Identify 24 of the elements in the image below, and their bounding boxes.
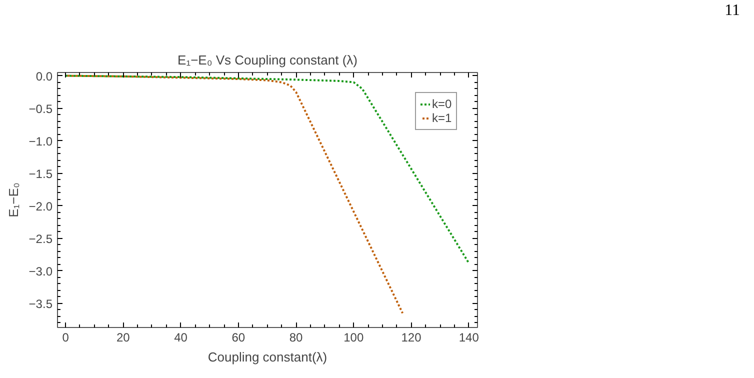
x-tick-label: 140 bbox=[458, 330, 480, 344]
y-tick-label: 0.0 bbox=[36, 69, 53, 84]
y-tick-label: −1.0 bbox=[28, 134, 53, 148]
legend-label: k=1 bbox=[432, 111, 452, 125]
x-tick-label: 60 bbox=[232, 330, 246, 344]
line-series bbox=[64, 74, 470, 264]
legend-label: k=0 bbox=[432, 97, 452, 111]
text: 11 bbox=[724, 1, 740, 21]
x-axis-title: Coupling constant(λ) bbox=[208, 350, 328, 364]
x-tick-label: 100 bbox=[344, 330, 364, 344]
y-tick-label: −2.5 bbox=[28, 232, 53, 246]
y-axis-title: E₁−E₀ bbox=[6, 182, 21, 218]
y-tick-label: −2.0 bbox=[28, 199, 53, 214]
chart-title: E₁−E₀ Vs Coupling constant (λ) bbox=[178, 52, 358, 68]
line-series bbox=[64, 74, 404, 314]
y-tick-label: −0.5 bbox=[28, 102, 53, 116]
x-tick-label: 120 bbox=[401, 330, 422, 344]
x-tick-label: 80 bbox=[289, 330, 304, 344]
y-tick-label: −1.5 bbox=[28, 166, 53, 181]
x-tick-label: 20 bbox=[116, 330, 130, 344]
y-tick-label: −3.0 bbox=[28, 264, 53, 278]
x-tick-label: 0 bbox=[62, 330, 70, 344]
y-tick-label: −3.5 bbox=[28, 296, 53, 311]
x-tick-label: 40 bbox=[174, 330, 188, 344]
